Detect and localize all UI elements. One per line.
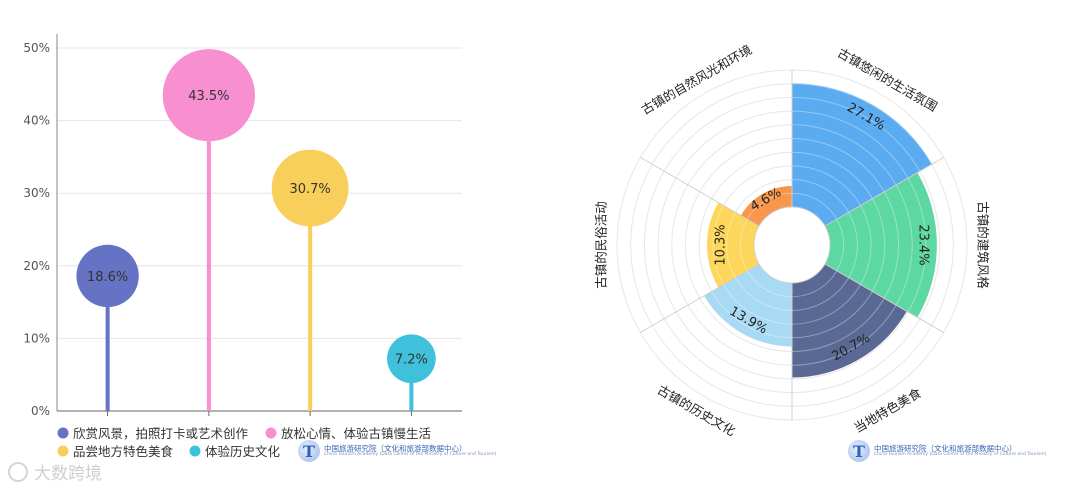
lollipop-bubble (271, 149, 349, 227)
academy-logo-icon: T (298, 440, 320, 462)
watermark-right: T 中国旅游研究院（文化和旅游部数据中心） China Tourism Acad… (848, 440, 1047, 462)
data-label: 7.2% (395, 353, 428, 368)
polar-bar (740, 185, 792, 226)
legend-label: 欣赏风景，拍照打卡或艺术创作 (73, 426, 249, 441)
data-label: 43.5% (188, 89, 229, 104)
lollipop-bubble (387, 334, 436, 384)
polar-category-label: 古镇的自然风光和环境 (639, 42, 755, 117)
academy-logo-icon: T (848, 440, 870, 462)
legend-label: 放松心情、体验古镇慢生活 (281, 426, 431, 441)
y-tick-label: 10% (23, 331, 50, 345)
watermark-left: T 中国旅游研究院（文化和旅游部数据中心） China Tourism Acad… (298, 440, 497, 462)
polar-hole (753, 206, 831, 284)
polar-category-label: 当地特色美食 (851, 385, 924, 436)
legend-marker (57, 427, 69, 439)
legend-item: 放松心情、体验古镇慢生活 (265, 426, 431, 441)
y-tick-label: 50% (23, 41, 50, 55)
y-tick-label: 30% (23, 186, 50, 200)
polar-category-label: 古镇的建筑风格 (976, 201, 991, 289)
y-tick-label: 0% (31, 404, 50, 418)
legend-item: 体验历史文化 (189, 444, 281, 459)
polar-bar (792, 264, 907, 378)
polar-category-label: 古镇的民俗活动 (594, 201, 609, 289)
watermark-cn: 中国旅游研究院（文化和旅游部数据中心） (874, 443, 1017, 453)
polar-bar-chart: 27.1%23.4%20.7%13.9%10.3%4.6%古镇悠闲的生活氛围古镇… (594, 42, 991, 439)
lollipop-bubble (76, 244, 139, 308)
polar-bar (704, 264, 792, 347)
lollipop-bubble (162, 49, 255, 142)
legend-label: 品尝地方特色美食 (73, 444, 174, 459)
watermark-en: China Tourism Academy (Data Center of th… (874, 451, 1047, 457)
polar-data-label: 10.3% (713, 224, 728, 265)
polar-spoke (640, 263, 760, 333)
data-label: 18.6% (87, 270, 128, 285)
legend-marker (189, 445, 201, 457)
lollipop-chart: 0% 10% 20% 30% 40% 50% 18.6% 43.5% 30.7% 7.2% 欣赏风景… (23, 34, 462, 459)
brand-logo-icon (8, 461, 28, 482)
legend-label: 体验历史文化 (205, 444, 281, 459)
legend-marker (57, 445, 69, 457)
brand-text: 大数跨境 (34, 464, 102, 484)
polar-category-label: 古镇的历史文化 (655, 382, 739, 439)
polar-bar (706, 202, 760, 288)
brand-watermark: 大数跨境 (8, 459, 102, 484)
polar-bar (792, 83, 933, 226)
legend-item: 品尝地方特色美食 (57, 444, 174, 459)
watermark-en: China Tourism Academy (Data Center of th… (324, 451, 497, 457)
polar-bar (824, 172, 937, 318)
polar-data-label: 23.4% (915, 224, 930, 265)
data-label: 30.7% (289, 182, 330, 197)
y-tick-label: 40% (23, 114, 50, 128)
y-tick-label: 20% (23, 259, 50, 273)
watermark-cn: 中国旅游研究院（文化和旅游部数据中心） (324, 443, 467, 453)
polar-spoke (824, 157, 944, 227)
polar-spoke (640, 157, 760, 227)
polar-spoke (824, 263, 944, 333)
legend-marker (265, 427, 277, 439)
legend-item: 欣赏风景，拍照打卡或艺术创作 (57, 426, 249, 441)
